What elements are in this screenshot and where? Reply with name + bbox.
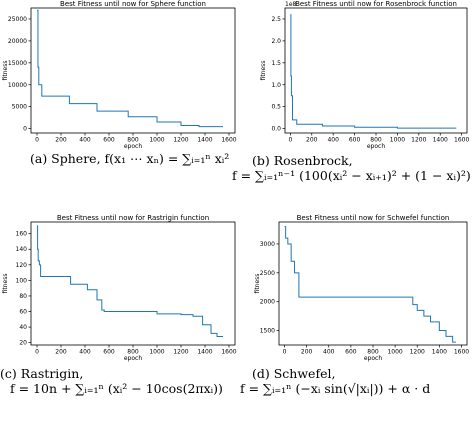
chart-d-xlabel: epoch bbox=[364, 355, 382, 362]
chart-c-ylabel: fitness bbox=[2, 274, 9, 294]
chart-c-y-tick-label: 20 bbox=[19, 340, 27, 347]
chart-d-axes-frame bbox=[278, 221, 468, 346]
chart-d-x-tick-label: 0 bbox=[283, 349, 287, 356]
chart-b-x-tick-label: 1600 bbox=[454, 137, 469, 144]
chart-c-series-line bbox=[37, 225, 223, 337]
chart-a-x-tick-label: 800 bbox=[127, 137, 139, 144]
caption-a: (a) Sphere, f(x₁ ⋯ xₙ) = ∑ᵢ₌₁ⁿ xᵢ² bbox=[30, 151, 229, 166]
caption-d-line-1: (d) Schwefel, bbox=[252, 366, 336, 381]
chart-c-x-tick-label: 600 bbox=[103, 349, 115, 356]
chart-d-x-tick-label: 200 bbox=[301, 349, 313, 356]
chart-b-x-tick-label: 0 bbox=[288, 137, 292, 144]
chart-a-y-tick-label: 20000 bbox=[8, 38, 27, 45]
chart-a-axes-frame bbox=[30, 7, 236, 134]
chart-b-x-tick-label: 1000 bbox=[390, 137, 405, 144]
chart-a-ylabel: fitness bbox=[2, 61, 9, 81]
caption-b-line-2: f = ∑ᵢ₌₁ⁿ⁻¹ (100(xᵢ² − xᵢ₊₁)² + (1 − xᵢ)… bbox=[232, 168, 471, 183]
chart-b-y-tick-label: 1.5 bbox=[271, 60, 281, 67]
chart-c-x-tick-label: 800 bbox=[127, 349, 139, 356]
caption-c: (c) Rastrigin, f = 10n + ∑ᵢ₌₁ⁿ (xᵢ² − 10… bbox=[0, 366, 223, 396]
chart-a-x-tick-label: 200 bbox=[55, 137, 67, 144]
caption-d-line-2: f = ∑ᵢ₌₁ⁿ (−xᵢ sin(√|xᵢ|)) + α · d bbox=[240, 381, 431, 396]
chart-c-y-tick-label: 100 bbox=[16, 277, 28, 284]
chart-c-x-tick-label: 400 bbox=[79, 349, 91, 356]
chart-a-x-tick-label: 1400 bbox=[197, 137, 212, 144]
chart-b-series-line bbox=[290, 14, 457, 129]
chart-c-axes-frame bbox=[30, 221, 236, 346]
chart-c-x-tick-label: 1400 bbox=[197, 349, 212, 356]
chart-b-x-tick-label: 1200 bbox=[411, 137, 426, 144]
chart-b-axes-frame bbox=[284, 7, 468, 134]
caption-a-line-1: (a) Sphere, f(x₁ ⋯ xₙ) = ∑ᵢ₌₁ⁿ xᵢ² bbox=[30, 151, 230, 166]
chart-c-title: Best Fitness until now for Rastrigin fun… bbox=[57, 214, 209, 222]
chart-a-x-tick-label: 0 bbox=[35, 137, 39, 144]
chart-a-series-line bbox=[37, 9, 223, 128]
chart-d-y-tick-label: 2000 bbox=[260, 299, 275, 306]
chart-a-x-tick-label: 1600 bbox=[221, 137, 236, 144]
chart-d-series-line bbox=[284, 226, 456, 343]
chart-b-y-tick-label: 0.0 bbox=[271, 126, 281, 133]
chart-c-x-tick-label: 1600 bbox=[221, 349, 236, 356]
chart-b-x-tick-label: 600 bbox=[349, 137, 361, 144]
chart-b-xlabel: epoch bbox=[367, 143, 385, 150]
chart-d-title: Best Fitness until now for Schwefel func… bbox=[297, 214, 450, 222]
chart-b-y-tick-label: 2.5 bbox=[271, 16, 281, 23]
chart-a-title: Best Fitness until now for Sphere functi… bbox=[60, 0, 206, 8]
chart-a-x-tick-label: 1200 bbox=[173, 137, 188, 144]
chart-b-exponent-label: 1e8 bbox=[285, 1, 297, 8]
chart-b-y-tick-label: 1.0 bbox=[271, 82, 281, 89]
chart-b-x-tick-label: 400 bbox=[327, 137, 339, 144]
chart-d-x-tick-label: 1400 bbox=[432, 349, 447, 356]
chart-b-y-tick-label: 0.5 bbox=[271, 104, 281, 111]
caption-b: (b) Rosenbrock, f = ∑ᵢ₌₁ⁿ⁻¹ (100(xᵢ² − x… bbox=[232, 153, 471, 183]
chart-b-y-tick-label: 2.0 bbox=[271, 38, 281, 45]
chart-c-x-tick-label: 1000 bbox=[149, 349, 164, 356]
chart-d-x-tick-label: 1600 bbox=[454, 349, 469, 356]
chart-c-y-tick-label: 80 bbox=[19, 293, 27, 300]
chart-a-x-tick-label: 400 bbox=[79, 137, 91, 144]
chart-c-x-tick-label: 1200 bbox=[173, 349, 188, 356]
chart-b-x-tick-label: 1400 bbox=[433, 137, 448, 144]
chart-d-x-tick-label: 400 bbox=[323, 349, 335, 356]
chart-a-x-tick-label: 1000 bbox=[149, 137, 164, 144]
chart-b-x-tick-label: 800 bbox=[370, 137, 382, 144]
chart-a-y-tick-label: 25000 bbox=[8, 16, 27, 23]
chart-d-y-tick-label: 3000 bbox=[260, 241, 275, 248]
chart-b-ylabel: fitness bbox=[260, 61, 267, 81]
caption-c-line-2: f = 10n + ∑ᵢ₌₁ⁿ (xᵢ² − 10cos(2πxᵢ)) bbox=[10, 381, 223, 396]
chart-c-x-tick-label: 200 bbox=[55, 349, 67, 356]
chart-b-title: Best Fitness until now for Rosenbrock fu… bbox=[295, 0, 457, 8]
chart-a-y-tick-label: 10000 bbox=[8, 82, 27, 89]
chart-a-y-tick-label: 15000 bbox=[8, 60, 27, 67]
chart-d-x-tick-label: 1000 bbox=[387, 349, 402, 356]
chart-c-y-tick-label: 40 bbox=[19, 324, 27, 331]
chart-b-x-tick-label: 200 bbox=[306, 137, 318, 144]
chart-c-y-tick-label: 60 bbox=[19, 309, 27, 316]
chart-a-x-tick-label: 600 bbox=[103, 137, 115, 144]
chart-d-ylabel: fitness bbox=[254, 274, 261, 294]
chart-d-y-tick-label: 2500 bbox=[260, 270, 275, 277]
chart-c-x-tick-label: 0 bbox=[35, 349, 39, 356]
chart-a-y-tick-label: 0 bbox=[23, 126, 27, 133]
chart-c-xlabel: epoch bbox=[124, 355, 142, 362]
chart-d-x-tick-label: 600 bbox=[345, 349, 357, 356]
chart-d-x-tick-label: 800 bbox=[367, 349, 379, 356]
chart-a-y-tick-label: 5000 bbox=[12, 104, 27, 111]
chart-c-y-tick-label: 140 bbox=[16, 246, 28, 253]
chart-a-xlabel: epoch bbox=[124, 143, 142, 150]
chart-d-x-tick-label: 1200 bbox=[410, 349, 425, 356]
caption-d: (d) Schwefel, f = ∑ᵢ₌₁ⁿ (−xᵢ sin(√|xᵢ|))… bbox=[240, 366, 430, 396]
chart-c-y-tick-label: 120 bbox=[16, 262, 28, 269]
caption-c-line-1: (c) Rastrigin, bbox=[0, 366, 84, 381]
caption-b-line-1: (b) Rosenbrock, bbox=[252, 153, 353, 168]
chart-c-y-tick-label: 160 bbox=[16, 231, 28, 238]
chart-d-y-tick-label: 1500 bbox=[260, 328, 275, 335]
